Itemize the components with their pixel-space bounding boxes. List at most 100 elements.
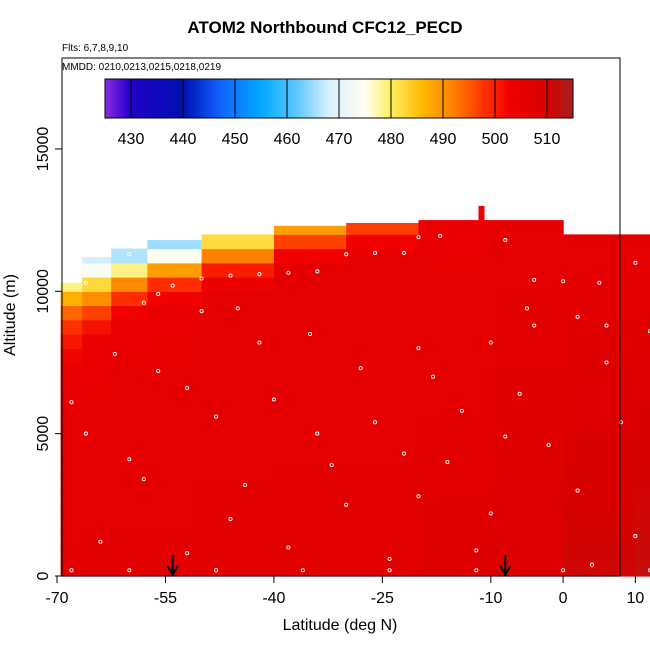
heatmap-cell: [60, 319, 83, 335]
colorbar-segment: [372, 79, 376, 118]
colorbar-segment: [539, 79, 543, 118]
sample-point: [286, 270, 291, 275]
colorbar-segment: [479, 79, 483, 118]
colorbar-segment: [107, 79, 111, 118]
heatmap-cell: [490, 390, 564, 406]
heatmap-cell: [346, 433, 420, 449]
colorbar-segment: [175, 79, 179, 118]
heatmap-cell: [346, 362, 420, 378]
heatmap-cell: [201, 561, 275, 577]
sample-point: [532, 277, 537, 282]
colorbar-segment: [281, 79, 285, 118]
heatmap-cell: [273, 376, 347, 392]
heatmap-cell: [346, 223, 420, 235]
heatmap-cell: [147, 291, 203, 307]
heatmap-cell: [490, 561, 564, 577]
colorbar-segment: [346, 79, 350, 118]
heatmap-cell: [147, 447, 203, 463]
colorbar-segment: [261, 79, 264, 118]
heatmap-cell: [111, 319, 148, 335]
sample-point: [98, 539, 103, 544]
colorbar-segment: [448, 79, 452, 118]
sample-point: [141, 300, 146, 305]
heatmap-cell: [563, 462, 636, 477]
heatmap-cell: [490, 277, 564, 292]
colorbar-segment: [149, 79, 153, 118]
colorbar-segment: [271, 79, 275, 118]
heatmap-cell: [82, 291, 112, 307]
colorbar-segment: [125, 79, 129, 118]
heatmap-cell: [201, 433, 275, 449]
heatmap-cell: [111, 291, 148, 307]
colorbar-segment: [219, 79, 223, 118]
colorbar-segment: [227, 79, 231, 118]
heatmap-cell: [635, 277, 650, 292]
colorbar-segment: [206, 79, 210, 118]
sample-point: [127, 252, 132, 257]
colorbar-segment: [310, 79, 314, 118]
sample-point: [170, 283, 175, 288]
colorbar-segment: [235, 79, 238, 118]
heatmap-cell: [490, 476, 564, 492]
colorbar-segment: [534, 79, 537, 118]
heatmap-cell: [563, 348, 636, 363]
heatmap-cell: [490, 305, 564, 321]
heatmap-cell: [635, 519, 650, 534]
y-axis: 0 5000 10000 15000: [35, 127, 62, 580]
heatmap-cell: [273, 476, 347, 492]
heatmap-cell: [418, 405, 492, 420]
sample-point: [315, 431, 320, 436]
heatmap-cell: [635, 419, 650, 435]
heatmap-cell: [60, 348, 83, 363]
colorbar-segment: [151, 79, 155, 118]
heatmap-cell: [147, 319, 203, 335]
x-tick-label: -10: [479, 590, 502, 607]
heatmap-cell: [418, 220, 492, 235]
sample-point: [156, 368, 161, 374]
heatmap-cell: [635, 547, 650, 563]
colorbar-segment: [385, 79, 389, 118]
heatmap-cell: [635, 533, 650, 549]
heatmap-cell: [273, 248, 347, 264]
colorbar-segment: [370, 79, 374, 118]
sample-point: [69, 400, 74, 405]
heatmap-cell: [273, 519, 347, 534]
sample-point: [271, 397, 276, 402]
heatmap-cell: [111, 462, 148, 477]
heatmap-cell: [111, 348, 148, 363]
heatmap-cell: [147, 262, 203, 278]
heatmap-cell: [418, 433, 492, 449]
colorbar-segment: [497, 79, 501, 118]
y-tick-label: 0: [35, 571, 52, 580]
sample-point: [474, 568, 479, 573]
flight-arrow: [166, 555, 179, 578]
heatmap-cell: [60, 419, 83, 435]
colorbar-segment: [222, 79, 225, 118]
heatmap-cell: [201, 447, 275, 463]
heatmap-cell: [60, 305, 83, 321]
heatmap-cell: [273, 362, 347, 378]
colorbar-segment: [536, 79, 540, 118]
heatmap-cell: [563, 334, 636, 349]
heatmap-cell: [82, 262, 112, 278]
colorbar-segment: [188, 79, 192, 118]
colorbar-segment: [339, 79, 342, 118]
colorbar-segment: [495, 79, 498, 118]
heatmap-cell: [563, 519, 636, 534]
colorbar-segment: [375, 79, 379, 118]
sample-point: [561, 568, 566, 573]
heatmap-cell: [60, 462, 83, 477]
colorbar-segment: [544, 79, 548, 118]
heatmap-cell: [273, 334, 347, 349]
sample-point: [561, 279, 566, 284]
colorbar-segment: [211, 79, 215, 118]
heatmap-cell: [60, 291, 83, 307]
heatmap-cell: [111, 447, 148, 463]
colorbar-segment: [232, 79, 236, 118]
colorbar-segment: [474, 79, 478, 118]
colorbar-segment: [131, 79, 134, 118]
heatmap-cell: [418, 362, 492, 378]
sample-point: [308, 331, 313, 337]
colorbar-segment: [570, 79, 574, 118]
heatmap-cell: [111, 490, 148, 506]
